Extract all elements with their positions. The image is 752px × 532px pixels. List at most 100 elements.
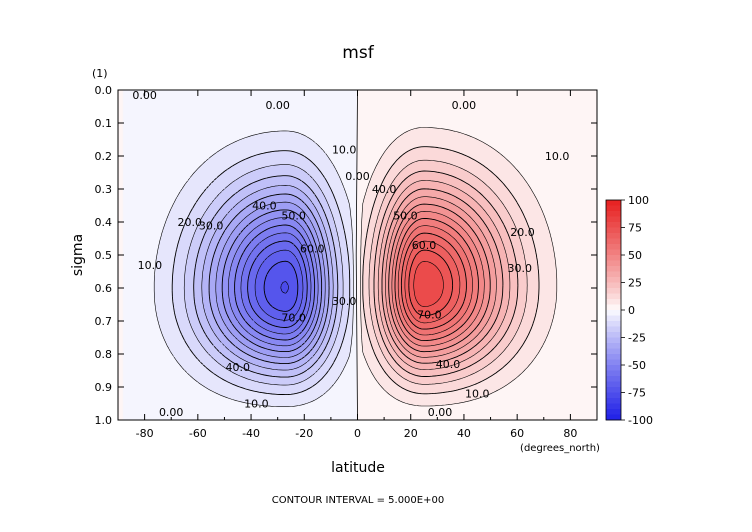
colorbar-swatch [606, 238, 621, 245]
colorbar-label: 0 [628, 304, 635, 317]
colorbar-swatch [606, 205, 621, 212]
contour-label: 30.0 [332, 295, 357, 308]
contour-level-neg5 [153, 130, 354, 407]
contour-zero-line [355, 89, 358, 421]
contour-label: 40.0 [372, 183, 397, 196]
y-axis-label: sigma [70, 234, 86, 276]
contour-level-neg65 [254, 249, 304, 321]
contour-label: 40.0 [226, 361, 251, 374]
contour-label: 0.00 [452, 99, 477, 112]
colorbar-swatch [606, 282, 621, 289]
contour-label: 50.0 [393, 209, 418, 222]
contour-level-pos40 [388, 203, 491, 353]
contour-level-pos30 [381, 188, 504, 364]
contour-level-neg50 [234, 224, 316, 341]
colorbar-swatch [606, 359, 621, 366]
colorbar-swatch [606, 260, 621, 267]
colorbar-swatch [606, 288, 621, 294]
contour-level-pos10 [362, 146, 540, 395]
x-axis-label: latitude [331, 460, 385, 476]
contour-level-neg60 [247, 240, 308, 328]
contour-level-neg35 [215, 201, 326, 358]
colorbar-swatch [606, 249, 621, 256]
contour-level-neg25 [201, 185, 334, 371]
colorbar-label: -75 [628, 387, 646, 400]
y-tick-label: 0.3 [95, 183, 113, 196]
colorbar-swatch [606, 216, 621, 223]
contour-level-neg70 [263, 260, 299, 312]
contour-label: 20.0 [510, 226, 535, 239]
colorbar-label: -50 [628, 359, 646, 372]
contour-level-pos5 [360, 127, 558, 407]
colorbar-swatch [606, 255, 621, 261]
contour-label: 40.0 [436, 358, 461, 371]
y-tick-label: 1.0 [95, 414, 113, 427]
colorbar-label: 50 [628, 249, 642, 262]
contour-label: 10.0 [244, 398, 269, 411]
contour-label: 30.0 [508, 262, 533, 275]
colorbar-label: 25 [628, 277, 642, 290]
colorbar-swatch [606, 321, 621, 327]
contour-label: 60.0 [412, 239, 437, 252]
contour-level-pos25 [377, 180, 511, 370]
contour-label: 10.0 [545, 150, 570, 163]
x-tick-label: 60 [510, 427, 524, 440]
contour-level-pos20 [373, 170, 519, 377]
colorbar-swatch [606, 387, 621, 393]
contour-label: 30.0 [199, 219, 224, 232]
colorbar-swatch [606, 392, 621, 399]
x-tick-label: -80 [136, 427, 154, 440]
colorbar-label: -25 [628, 332, 646, 345]
colorbar-swatch [606, 211, 621, 217]
contour-label: 10.0 [138, 259, 163, 272]
contour-label: 60.0 [300, 242, 325, 255]
plot-area: 0.000.00 0.000.00 0.0010.020.030.040.050.0… [117, 89, 598, 421]
colorbar-swatch [606, 222, 621, 228]
contour-level-neg15 [183, 164, 344, 386]
y-tick-label: 0.9 [95, 381, 113, 394]
colorbar-swatch [606, 271, 621, 278]
colorbar-swatch [606, 266, 621, 272]
colorbar-swatch [606, 348, 621, 355]
y-tick-label: 0.6 [95, 282, 113, 295]
y-tick-label: 0.4 [95, 216, 113, 229]
contour-label: 0.00 [345, 170, 370, 183]
contour-labels: 0.000.00 0.000.00 0.0010.020.030.040.050.0… [132, 89, 569, 419]
y-tick-label: 0.8 [95, 348, 113, 361]
contour-level-pos35 [385, 196, 497, 358]
contour-level-pos65 [404, 240, 461, 324]
colorbar-swatch [606, 200, 621, 206]
colorbar-swatch [606, 409, 621, 415]
contour-interval-note: CONTOUR INTERVAL = 5.000E+00 [272, 495, 444, 506]
contour-label: 0.00 [265, 99, 290, 112]
contour-label: 70.0 [281, 312, 306, 325]
y-tick-label: 0.0 [95, 84, 113, 97]
x-tick-label: -60 [189, 427, 207, 440]
contour-label: 0.00 [159, 406, 184, 419]
colorbar-swatch [606, 343, 621, 349]
colorbar-swatch [606, 332, 621, 338]
colorbar-swatch [606, 277, 621, 283]
colorbar-label: 75 [628, 222, 642, 235]
y-tick-label: 0.2 [95, 150, 113, 163]
contour-label: 20.0 [178, 216, 203, 229]
x-tick-label: 80 [563, 427, 577, 440]
colorbar-swatch [606, 304, 621, 311]
axes: -80 -60 -40 -20 0 20 40 60 80 0.0 0.1 0.2 0.3 0.4 0.5 0… [95, 84, 598, 440]
contour-level-neg75 [280, 281, 289, 294]
contour-level-neg40 [221, 209, 323, 353]
colorbar-swatch [606, 244, 621, 250]
colorbar-swatch [606, 381, 621, 388]
contour-level-pos55 [397, 225, 473, 336]
x-tick-label: 20 [404, 427, 418, 440]
contour-label: 10.0 [465, 388, 490, 401]
colorbar-swatch [606, 299, 621, 305]
colorbar-swatch [606, 326, 621, 333]
contour-level-pos15 [368, 159, 528, 385]
contour-level-pos70 [408, 249, 454, 317]
panel-label: (1) [92, 67, 108, 80]
colorbar-swatch [606, 293, 621, 300]
x-tick-label: 40 [457, 427, 471, 440]
contour-level-neg20 [193, 175, 339, 378]
